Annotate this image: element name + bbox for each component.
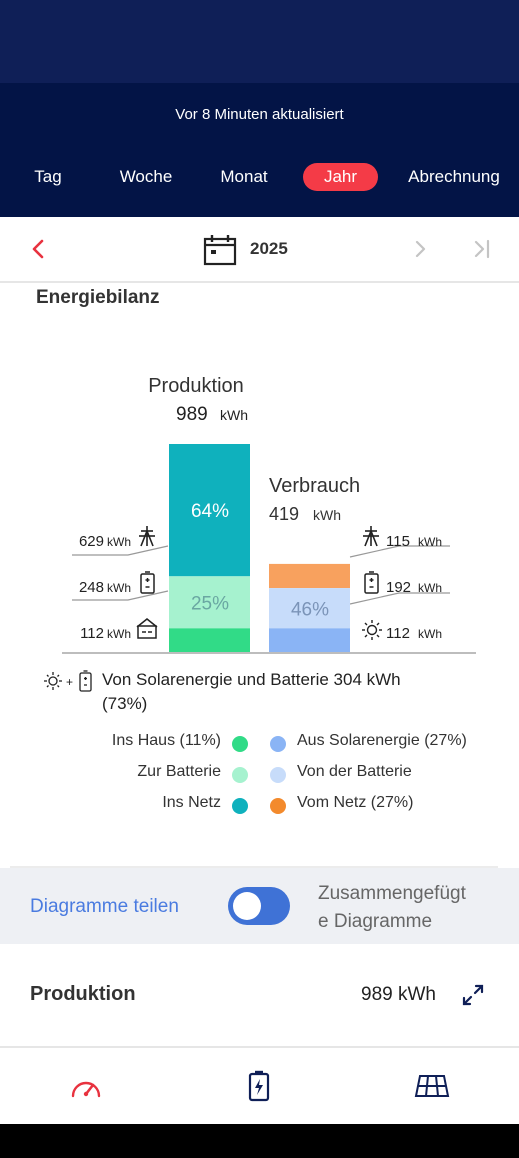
legend-row: Ins Netz Vom Netz (27%) — [0, 794, 519, 818]
production-label-house-value: 112 — [80, 625, 104, 642]
chart-legend: Ins Haus (11%) Aus Solarenergie (27%) Zu… — [0, 730, 519, 820]
legend-label-von-der-batterie: Von der Batterie — [297, 763, 412, 780]
production-total-unit: kWh — [220, 407, 248, 423]
production-segment-grid — [169, 444, 250, 577]
production-bar: 64% 25% — [169, 444, 250, 652]
consumption-label-battery-unit: kWh — [418, 581, 442, 595]
legend-label-ins-netz: Ins Netz — [162, 794, 221, 811]
legend-label-ins-haus: Ins Haus (11%) — [111, 732, 221, 749]
selected-year: 2025 — [250, 239, 288, 258]
updated-status: Vor 8 Minuten aktualisiert — [175, 106, 344, 123]
consumption-label-battery-value: 192 — [386, 579, 411, 596]
calendar-icon[interactable] — [203, 234, 237, 266]
production-label-grid-value: 629 — [79, 533, 104, 550]
tab-monat[interactable]: Monat — [220, 167, 268, 186]
consumption-label-grid-unit: kWh — [418, 535, 442, 549]
system-navigation-bar — [0, 1124, 519, 1158]
chevron-left-icon[interactable] — [28, 237, 48, 261]
energy-balance-chart: Produktion 989 kWh Verbrauch 419 kWh 64%… — [62, 375, 476, 654]
power-tower-icon — [139, 526, 155, 547]
top-bar — [0, 0, 519, 83]
production-label-battery-value: 248 — [79, 579, 104, 596]
power-tower-icon — [363, 526, 379, 547]
battery-icon — [364, 571, 379, 594]
legend-dot-ins-netz — [232, 798, 248, 814]
production-label-grid-unit: kWh — [107, 535, 131, 549]
production-label-battery-unit: kWh — [107, 581, 131, 595]
consumption-label-solar-unit: kWh — [418, 627, 442, 641]
expand-icon[interactable] — [462, 984, 484, 1006]
sun-plus-battery-icon: + — [44, 670, 92, 692]
production-row-label: Produktion — [30, 983, 136, 1005]
tab-tag[interactable]: Tag — [34, 167, 62, 186]
legend-label-aus-solarenergie: Aus Solarenergie (27%) — [297, 732, 467, 749]
legend-dot-aus-solarenergie — [270, 736, 286, 752]
legend-label-vom-netz: Vom Netz (27%) — [297, 794, 414, 811]
divider — [10, 866, 498, 868]
consumption-total-unit: kWh — [313, 507, 341, 523]
legend-dot-vom-netz — [270, 798, 286, 814]
production-summary-row[interactable]: Produktion 989 kWh — [0, 944, 519, 1046]
diagram-mode-toggle[interactable] — [228, 887, 290, 925]
legend-row: Ins Haus (11%) Aus Solarenergie (27%) — [0, 732, 519, 756]
production-total-value: 989 — [176, 404, 208, 425]
house-icon — [136, 618, 158, 639]
production-percent-grid: 64% — [191, 501, 229, 522]
sun-icon — [362, 620, 382, 640]
production-divider-line — [72, 545, 169, 556]
diagram-mode-toggle-bar: Diagramme teilen Zusammengefügt e Diagra… — [0, 868, 519, 944]
consumption-segment-grid — [269, 563, 350, 589]
legend-dot-zur-batterie — [232, 767, 248, 783]
tab-jahr[interactable]: Jahr — [303, 163, 378, 191]
toggle-label-merged-line1: Zusammengefügt — [318, 883, 466, 904]
tab-abrechnung[interactable]: Abrechnung — [408, 167, 500, 186]
consumption-divider-line — [349, 545, 450, 558]
consumption-segment-battery — [269, 588, 350, 629]
tab-woche[interactable]: Woche — [119, 167, 173, 186]
legend-dot-ins-haus — [232, 736, 248, 752]
production-percent-battery: 25% — [191, 593, 229, 614]
toggle-label-split[interactable]: Diagramme teilen — [30, 896, 179, 917]
consumption-percent-battery: 46% — [291, 599, 329, 620]
production-title: Produktion — [148, 375, 244, 397]
consumption-label-grid-value: 115 — [386, 533, 410, 550]
consumption-title: Verbrauch — [269, 475, 360, 497]
toggle-label-merged-line2: e Diagramme — [318, 911, 433, 932]
toggle-label-merged[interactable]: Zusammengefügt e Diagramme — [318, 880, 508, 936]
summary-percent: (73%) — [102, 694, 148, 713]
production-divider-line — [72, 590, 169, 601]
battery-charge-icon[interactable] — [246, 1070, 272, 1102]
skip-to-end-icon[interactable] — [472, 237, 492, 261]
period-tabs: Tag Woche Monat Jahr Abrechnung — [0, 163, 519, 193]
section-title: Energiebilanz — [36, 287, 160, 308]
production-segment-house — [169, 628, 250, 652]
production-row-value: 989 kWh — [361, 984, 436, 1005]
solar-panel-icon[interactable] — [414, 1070, 450, 1102]
consumption-divider-line — [349, 592, 450, 605]
bottom-navigation — [0, 1046, 519, 1124]
consumption-segment-solar — [269, 628, 350, 652]
toggle-knob — [233, 892, 261, 920]
speedometer-icon[interactable] — [68, 1070, 104, 1102]
header: Vor 8 Minuten aktualisiert Tag Woche Mon… — [0, 83, 519, 217]
consumption-bar: 46% — [269, 563, 350, 652]
consumption-label-solar-value: 112 — [386, 625, 410, 642]
chevron-right-icon[interactable] — [412, 237, 428, 261]
production-segment-battery — [169, 576, 250, 629]
legend-row: Zur Batterie Von der Batterie — [0, 763, 519, 787]
legend-label-zur-batterie: Zur Batterie — [137, 763, 221, 780]
svg-text:+: + — [66, 675, 73, 689]
battery-icon — [140, 571, 155, 594]
production-label-house-unit: kWh — [107, 627, 131, 641]
consumption-total-value: 419 — [269, 504, 299, 524]
legend-dot-von-der-batterie — [270, 767, 286, 783]
summary-text: Von Solarenergie und Batterie 304 kWh — [102, 670, 401, 689]
date-navigation: 2025 — [0, 217, 519, 283]
